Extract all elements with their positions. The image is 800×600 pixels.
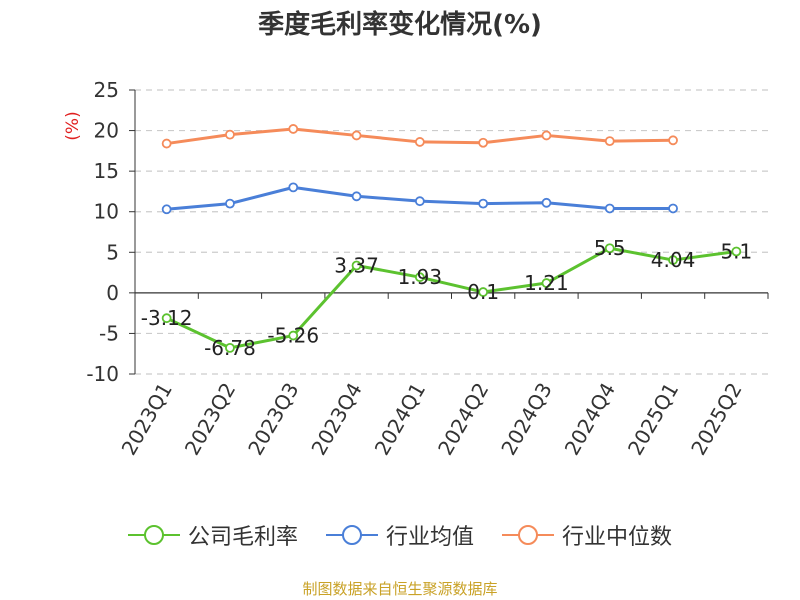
- x-tick-label: 2025Q2: [686, 379, 746, 460]
- y-tick-label: 15: [94, 159, 119, 183]
- x-tick-label: 2024Q4: [560, 379, 620, 460]
- x-tick-label: 2025Q1: [623, 379, 683, 460]
- data-labels: -3.12 -6.78 -5.26 3.37 1.93 0.1 1.21 5.5 4.04 5.1: [141, 236, 752, 360]
- data-label: -6.78: [204, 336, 256, 360]
- y-tick-label: 20: [94, 119, 119, 143]
- series-point: [668, 135, 678, 146]
- series-point: [541, 130, 552, 141]
- series-point: [288, 182, 299, 193]
- series-point: [604, 136, 615, 147]
- series-point: [414, 272, 425, 283]
- legend-item: 公司毛利率: [127, 519, 298, 551]
- x-tick-label: 2023Q4: [306, 379, 366, 460]
- series-point: [604, 203, 615, 214]
- legend-item: 行业均值: [325, 519, 474, 551]
- data-label: 4.04: [651, 248, 696, 272]
- x-tick-label: 2023Q3: [243, 379, 303, 460]
- series-point: [225, 342, 235, 353]
- series-point: [478, 287, 489, 297]
- data-label: 5.5: [594, 236, 626, 260]
- data-label: 1.21: [524, 271, 569, 295]
- series-point: [351, 191, 362, 202]
- y-tick-label: -5: [99, 321, 119, 345]
- series-point: [161, 204, 172, 215]
- series-point: [668, 203, 678, 214]
- y-tick-label: 10: [94, 200, 119, 224]
- series-point: [478, 137, 489, 148]
- x-tick-label: 2024Q1: [370, 379, 430, 460]
- data-label: 1.93: [398, 265, 443, 289]
- legend-label: 行业均值: [385, 525, 474, 550]
- legend-label: 行业中位数: [562, 525, 673, 550]
- series-point: [414, 137, 425, 147]
- y-tick-label: 0: [106, 281, 119, 305]
- x-tick-label: 2024Q3: [496, 379, 556, 460]
- data-label: -5.26: [267, 324, 319, 348]
- series-point: [541, 197, 552, 208]
- series-point: [478, 198, 489, 209]
- x-tick-label: 2024Q2: [433, 379, 493, 460]
- data-label: 0.1: [467, 280, 499, 304]
- legend-item: 行业中位数: [502, 519, 672, 551]
- x-tick-label: 2023Q1: [117, 379, 177, 460]
- series-point: [604, 243, 615, 254]
- chart-title: 季度毛利率变化情况(%): [258, 10, 542, 40]
- series-point: [668, 255, 678, 265]
- series-point: [351, 260, 362, 271]
- y-tick-label: 5: [106, 240, 119, 264]
- legend-marker-icon: [325, 525, 378, 545]
- data-label: -3.12: [141, 306, 193, 330]
- series-point: [161, 313, 172, 324]
- y-tick-label: -10: [86, 362, 119, 386]
- legend-marker-icon: [502, 525, 554, 545]
- series-line: [166, 246, 737, 350]
- x-tick-label: 2023Q2: [180, 379, 240, 460]
- y-axis-label: (%): [63, 111, 83, 140]
- legend-label: 公司毛利率: [187, 525, 298, 550]
- series-point: [225, 198, 235, 209]
- source-note: 制图数据来自恒生聚源数据库: [302, 580, 498, 598]
- series-point: [731, 246, 742, 257]
- series-point: [288, 330, 299, 341]
- data-label: 5.1: [720, 239, 752, 263]
- series-point: [351, 130, 362, 141]
- series-point: [541, 278, 552, 288]
- series-lines: [161, 124, 742, 353]
- data-label: 3.37: [334, 254, 379, 278]
- chart-legend: 公司毛利率 行业均值 行业中位数: [0, 519, 800, 551]
- y-tick-label: 25: [94, 78, 119, 102]
- series-point: [414, 196, 425, 207]
- legend-marker-icon: [127, 525, 180, 545]
- series-point: [161, 138, 172, 149]
- series-point: [288, 124, 299, 134]
- series-point: [225, 129, 235, 140]
